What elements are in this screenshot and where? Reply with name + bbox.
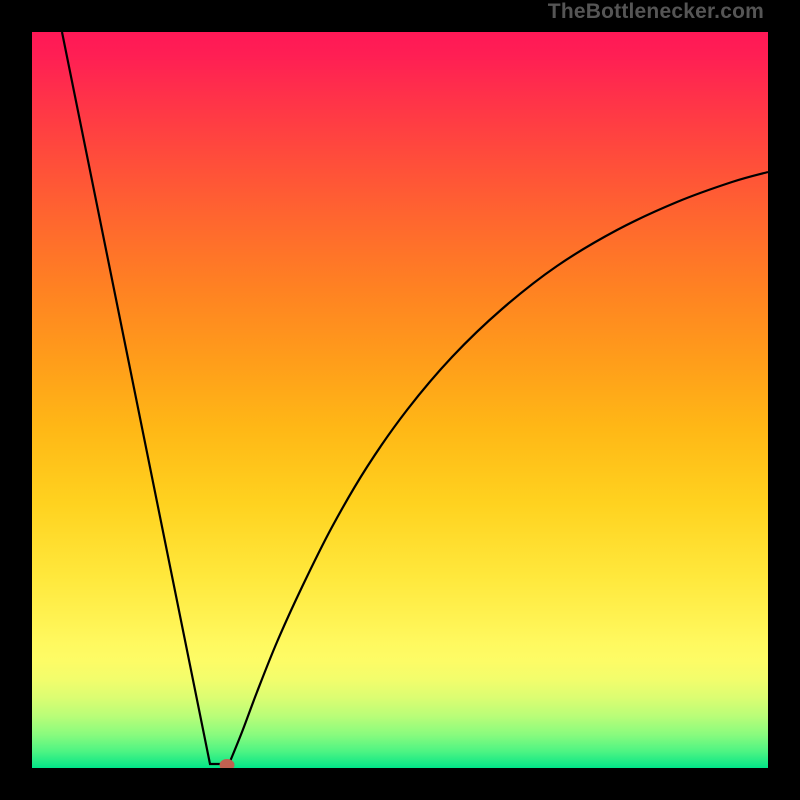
bottleneck-curve (32, 32, 768, 768)
chart-frame: TheBottlenecker.com (0, 0, 800, 800)
minimum-marker (220, 760, 234, 769)
watermark-text: TheBottlenecker.com (548, 0, 764, 24)
curve-line (62, 32, 768, 764)
plot-area (32, 32, 768, 768)
